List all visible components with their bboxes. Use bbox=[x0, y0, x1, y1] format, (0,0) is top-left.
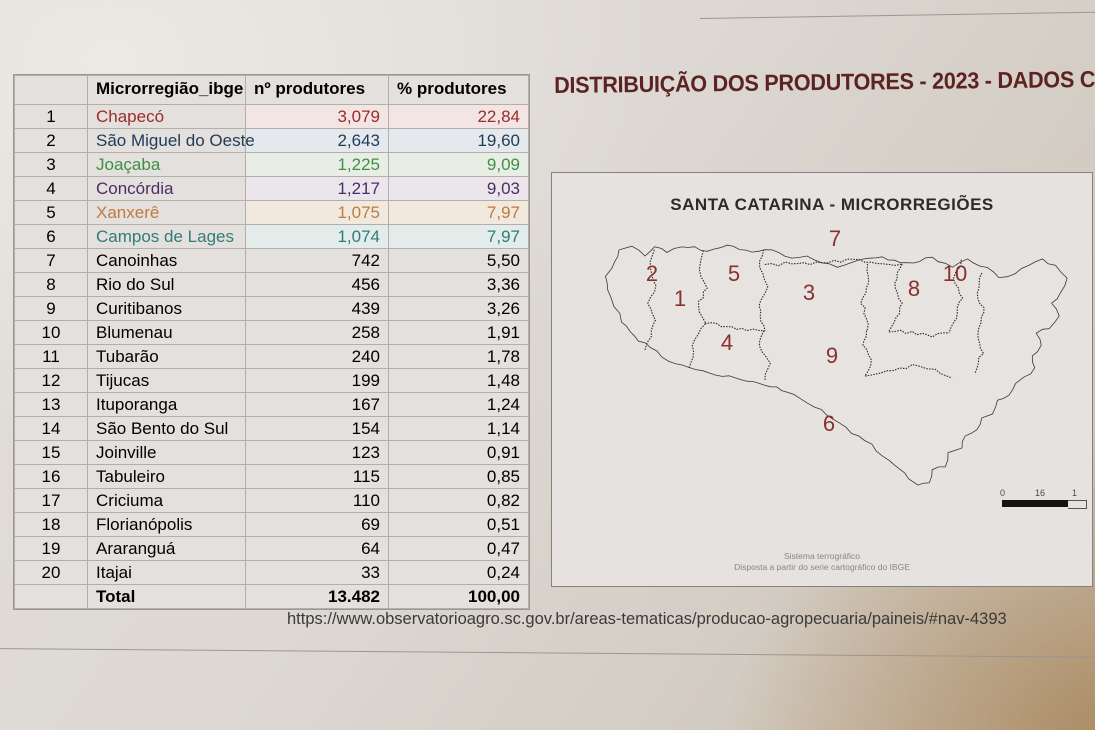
svg-text:4: 4 bbox=[721, 330, 733, 355]
svg-text:6: 6 bbox=[823, 411, 835, 436]
svg-text:9: 9 bbox=[826, 343, 838, 368]
svg-text:10: 10 bbox=[943, 261, 967, 286]
svg-text:5: 5 bbox=[728, 261, 740, 286]
svg-text:7: 7 bbox=[829, 226, 841, 251]
svg-text:1: 1 bbox=[674, 286, 686, 311]
svg-text:8: 8 bbox=[908, 276, 920, 301]
svg-text:2: 2 bbox=[646, 261, 658, 286]
svg-text:3: 3 bbox=[803, 280, 815, 305]
